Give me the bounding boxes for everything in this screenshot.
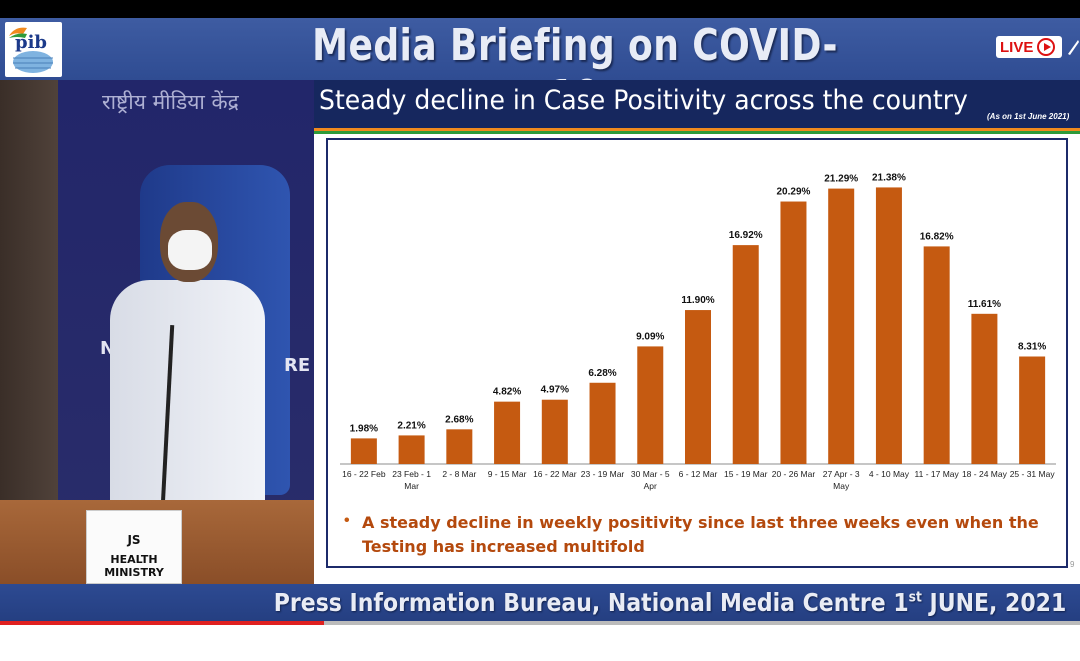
bar — [1019, 356, 1046, 464]
nameplate-ministry: HEALTH MINISTRY — [104, 553, 164, 579]
pib-logo-text: pib — [15, 32, 47, 53]
data-label: 11.90% — [681, 295, 714, 306]
data-label: 8.31% — [1018, 342, 1046, 353]
bar — [637, 346, 664, 464]
video-progress-fill[interactable] — [0, 621, 324, 625]
play-icon — [1037, 38, 1056, 56]
bar — [494, 401, 521, 464]
slide-title: Steady decline in Case Positivity across… — [319, 85, 968, 116]
x-tick-label: 30 Mar - 5 — [631, 469, 670, 479]
x-tick-label: 9 - 15 Mar — [488, 469, 527, 479]
bar — [923, 246, 950, 464]
x-tick-label: 2 - 8 Mar — [442, 469, 476, 479]
top-black-bar — [0, 0, 1080, 18]
live-label: LIVE — [1000, 38, 1034, 56]
x-tick-label: Mar — [404, 481, 419, 491]
nameplate-title: JS — [127, 533, 141, 547]
positivity-bar-chart: 1.98% 16 - 22 Feb 2.21% 23 Feb - 1 Mar 2.68% 2… — [340, 172, 1056, 491]
speaker-video: राष्ट्रीय मीडिया केंद्र NAT RE JS HEALTH… — [0, 80, 314, 584]
presentation-slide: Steady decline in Case Positivity across… — [314, 80, 1080, 584]
footer-text: Press Information Bureau, National Media… — [273, 588, 1066, 617]
bar — [446, 429, 473, 464]
backdrop-hindi-text: राष्ट्रीय मीडिया केंद्र — [102, 90, 239, 114]
pib-logo: pib — [5, 22, 62, 77]
data-label: 16.82% — [920, 231, 954, 242]
bar — [350, 438, 377, 464]
x-tick-label: 11 - 17 May — [915, 469, 960, 479]
data-label: 16.92% — [729, 230, 763, 241]
x-tick-label: 18 - 24 May — [962, 469, 1008, 479]
footer-bar — [0, 584, 1080, 624]
briefing-header — [0, 18, 1080, 80]
speaker-mask — [168, 230, 212, 270]
x-tick-label: May — [833, 481, 850, 491]
video-progress-track[interactable] — [0, 621, 1080, 625]
pib-logo-icon: pib — [9, 27, 53, 73]
bar — [875, 187, 902, 464]
x-tick-label: 16 - 22 Feb — [342, 469, 386, 479]
x-tick-label: 27 Apr - 3 — [823, 469, 860, 479]
bar — [541, 399, 568, 464]
data-label: 6.28% — [588, 368, 616, 379]
data-label: 9.09% — [636, 331, 664, 342]
bar — [971, 313, 998, 464]
x-tick-label: 23 - 19 Mar — [581, 469, 625, 479]
x-tick-label: 6 - 12 Mar — [679, 469, 718, 479]
chart-frame: 1.98% 16 - 22 Feb 2.21% 23 Feb - 1 Mar 2.68% 2… — [326, 138, 1068, 568]
footnote-bullet: • — [344, 512, 350, 529]
x-tick-label: 16 - 22 Mar — [533, 469, 577, 479]
bar — [589, 382, 616, 464]
x-tick-label: 20 - 26 Mar — [772, 469, 816, 479]
nameplate: JS HEALTH MINISTRY — [86, 510, 182, 584]
data-label: 11.61% — [968, 299, 1001, 310]
data-label: 2.21% — [397, 420, 425, 431]
footer-text-end: JUNE, 2021 — [921, 588, 1067, 617]
green-stripe — [314, 131, 1080, 134]
bar — [780, 201, 807, 465]
slide-title-bar: Steady decline in Case Positivity across… — [314, 80, 1080, 128]
data-label: 4.97% — [541, 385, 569, 396]
backdrop-text-right: RE — [284, 355, 311, 376]
share-icon[interactable] — [1066, 38, 1080, 56]
x-tick-label: 4 - 10 May — [869, 469, 910, 479]
data-label: 21.38% — [872, 172, 906, 183]
data-label: 1.98% — [350, 423, 378, 434]
bar — [398, 435, 425, 464]
live-badge[interactable]: LIVE — [996, 36, 1062, 58]
bar — [732, 245, 759, 464]
briefing-title: Media Briefing on COVID-19 — [312, 20, 838, 122]
bar — [828, 188, 855, 464]
slide-date-note: (As on 1st June 2021) — [987, 112, 1070, 121]
data-label: 4.82% — [493, 387, 521, 398]
data-label: 20.29% — [777, 187, 811, 198]
x-tick-label: 25 - 31 May — [1010, 469, 1056, 479]
slide-page-number: 9 — [1070, 560, 1075, 569]
bar — [685, 310, 711, 464]
saffron-stripe — [314, 128, 1080, 131]
x-tick-label: 23 Feb - 1 — [392, 469, 431, 479]
footer-text-sup: st — [908, 589, 922, 606]
bottom-strip — [0, 625, 1080, 661]
data-label: 21.29% — [824, 174, 858, 185]
chart-footnote: A steady decline in weekly positivity si… — [362, 513, 1039, 556]
footer-text-main: Press Information Bureau, National Media… — [273, 588, 909, 617]
data-label: 2.68% — [445, 414, 473, 425]
x-tick-label: 15 - 19 Mar — [724, 469, 768, 479]
x-tick-label: Apr — [644, 481, 657, 491]
